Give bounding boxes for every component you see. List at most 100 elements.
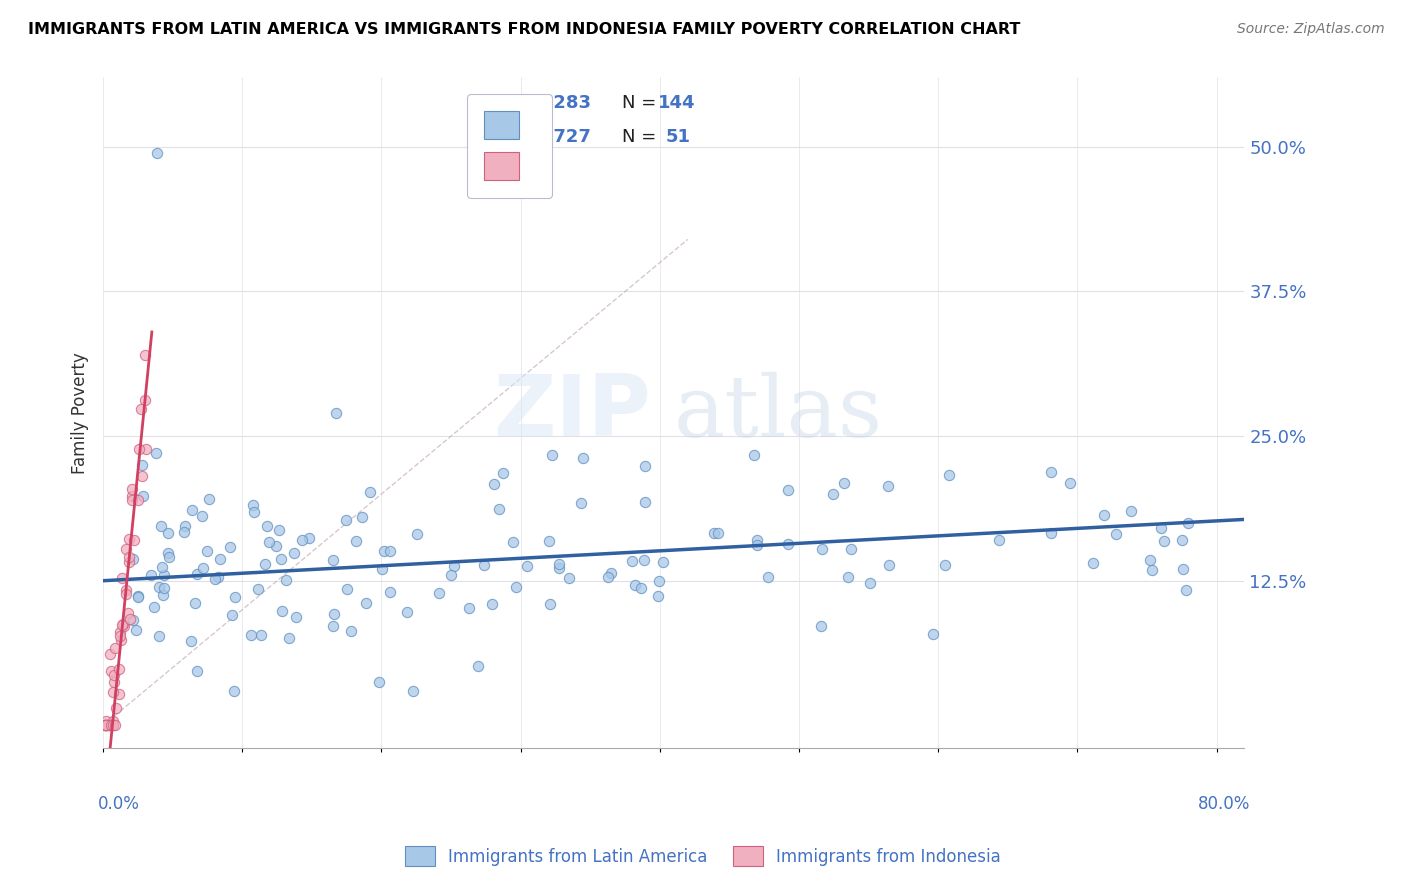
Point [1140, 562, 1163, 576]
Point [157, 525, 180, 540]
Point [127, 492, 149, 507]
Text: 0.727: 0.727 [534, 128, 592, 145]
Point [600, 566, 623, 581]
Point [114, 587, 136, 601]
Point [100, 647, 122, 661]
Point [620, 554, 643, 568]
Point [922, 627, 945, 641]
Point [291, 533, 314, 547]
Point [152, 588, 174, 602]
Point [122, 613, 145, 627]
Point [128, 442, 150, 456]
Point [505, 581, 527, 595]
Point [541, 448, 564, 462]
Point [877, 558, 900, 572]
Text: 0.283: 0.283 [534, 95, 592, 112]
Point [598, 570, 620, 584]
Point [127, 589, 149, 603]
Point [877, 479, 900, 493]
Point [224, 590, 246, 604]
Point [104, 700, 127, 714]
Point [406, 527, 429, 541]
Point [344, 533, 367, 548]
Point [1040, 465, 1063, 479]
Point [359, 485, 381, 500]
Text: IMMIGRANTS FROM LATIN AMERICA VS IMMIGRANTS FROM INDONESIA FAMILY POVERTY CORREL: IMMIGRANTS FROM LATIN AMERICA VS IMMIGRA… [28, 22, 1021, 37]
Point [101, 714, 124, 728]
Text: R =: R = [496, 95, 536, 112]
Legend: Immigrants from Latin America, Immigrants from Indonesia: Immigrants from Latin America, Immigrant… [396, 838, 1010, 875]
Point [1149, 521, 1171, 535]
Point [104, 718, 127, 732]
Point [934, 558, 956, 573]
Point [103, 667, 125, 681]
Point [148, 580, 170, 594]
Point [125, 624, 148, 638]
Point [96, 718, 118, 732]
Point [1171, 533, 1194, 547]
Point [173, 524, 195, 539]
Point [443, 558, 465, 573]
Point [239, 628, 262, 642]
Point [516, 559, 538, 574]
Point [742, 448, 765, 462]
Point [250, 628, 273, 642]
Text: 0.0%: 0.0% [97, 796, 139, 814]
Point [1059, 476, 1081, 491]
Point [1092, 508, 1115, 522]
Point [633, 553, 655, 567]
Point [131, 469, 153, 483]
Point [143, 600, 166, 615]
Point [1177, 516, 1199, 530]
Point [440, 567, 463, 582]
Y-axis label: Family Poverty: Family Poverty [72, 352, 89, 474]
Point [457, 601, 479, 615]
Point [96, 718, 118, 732]
Point [186, 664, 208, 678]
Point [571, 496, 593, 510]
Point [121, 489, 143, 503]
Point [481, 597, 503, 611]
Point [118, 612, 141, 626]
Point [756, 570, 779, 584]
Text: N =: N = [623, 128, 662, 145]
Point [103, 718, 125, 732]
Text: ZIP: ZIP [494, 371, 651, 454]
Point [987, 533, 1010, 548]
Point [118, 549, 141, 564]
Point [253, 557, 276, 571]
Point [707, 526, 730, 541]
Point [94, 718, 117, 732]
Point [1139, 553, 1161, 567]
Point [778, 483, 800, 497]
Point [371, 561, 394, 575]
Point [100, 718, 122, 732]
Point [832, 475, 855, 490]
Point [112, 616, 135, 631]
Point [1153, 534, 1175, 549]
Point [195, 544, 218, 558]
Point [122, 533, 145, 548]
Point [859, 575, 882, 590]
Point [467, 658, 489, 673]
Point [104, 641, 127, 656]
Point [135, 442, 157, 457]
Point [354, 596, 377, 610]
Point [634, 459, 657, 474]
Point [538, 597, 561, 611]
Point [111, 618, 134, 632]
Point [218, 540, 240, 554]
Point [298, 531, 321, 545]
Point [335, 512, 357, 526]
Point [378, 585, 401, 599]
Point [112, 619, 135, 633]
Point [368, 675, 391, 690]
Point [402, 683, 425, 698]
Point [1105, 526, 1128, 541]
Point [110, 571, 132, 585]
Point [222, 683, 245, 698]
Point [396, 605, 419, 619]
Point [1039, 525, 1062, 540]
Point [492, 466, 515, 480]
Text: N =: N = [623, 95, 662, 112]
